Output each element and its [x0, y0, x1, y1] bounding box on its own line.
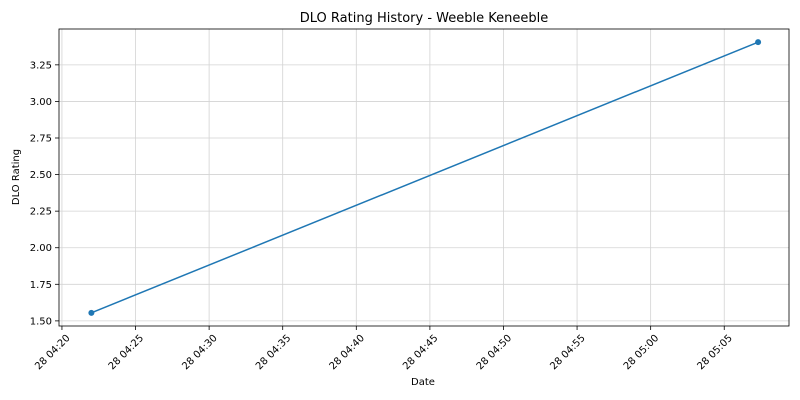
- plot-frame: [58, 28, 790, 327]
- y-tick-label: 3.25: [30, 60, 52, 71]
- x-tick-label: 28 04:20: [33, 333, 72, 372]
- x-tick-label: 28 04:25: [107, 333, 146, 372]
- data-point: [88, 309, 95, 316]
- x-tick-label: 28 05:05: [695, 333, 734, 372]
- y-tick-label: 2.25: [30, 207, 52, 218]
- y-tick-label: 2.75: [30, 133, 52, 144]
- y-tick-label: 1.75: [30, 280, 52, 291]
- y-axis-label: DLO Rating: [11, 149, 22, 205]
- y-tick-label: 2.00: [30, 243, 52, 254]
- x-axis-label: Date: [411, 377, 435, 388]
- x-tick-label: 28 04:35: [254, 333, 293, 372]
- y-axis: 1.50 1.75 2.00 2.25 2.50 2.75 3.00 3.25: [30, 60, 59, 327]
- y-tick-label: 1.50: [30, 316, 52, 327]
- y-tick-label: 2.50: [30, 170, 52, 181]
- x-tick-label: 28 04:40: [328, 333, 367, 372]
- y-tick-label: 3.00: [30, 97, 52, 108]
- chart-title: DLO Rating History - Weeble Keneeble: [300, 11, 548, 26]
- x-axis: 28 04:20 28 04:25 28 04:30 28 04:35 28 04:40…: [33, 326, 735, 372]
- grid-layer: [59, 29, 789, 326]
- data-point: [755, 39, 762, 46]
- series-line-0: [91, 41, 759, 314]
- x-tick-label: 28 04:50: [475, 333, 514, 372]
- x-tick-label: 28 04:55: [548, 333, 587, 372]
- x-tick-label: 28 04:30: [180, 333, 219, 372]
- series-layer: [88, 39, 762, 316]
- x-tick-label: 28 05:00: [622, 333, 661, 372]
- x-tick-label: 28 04:45: [401, 333, 440, 372]
